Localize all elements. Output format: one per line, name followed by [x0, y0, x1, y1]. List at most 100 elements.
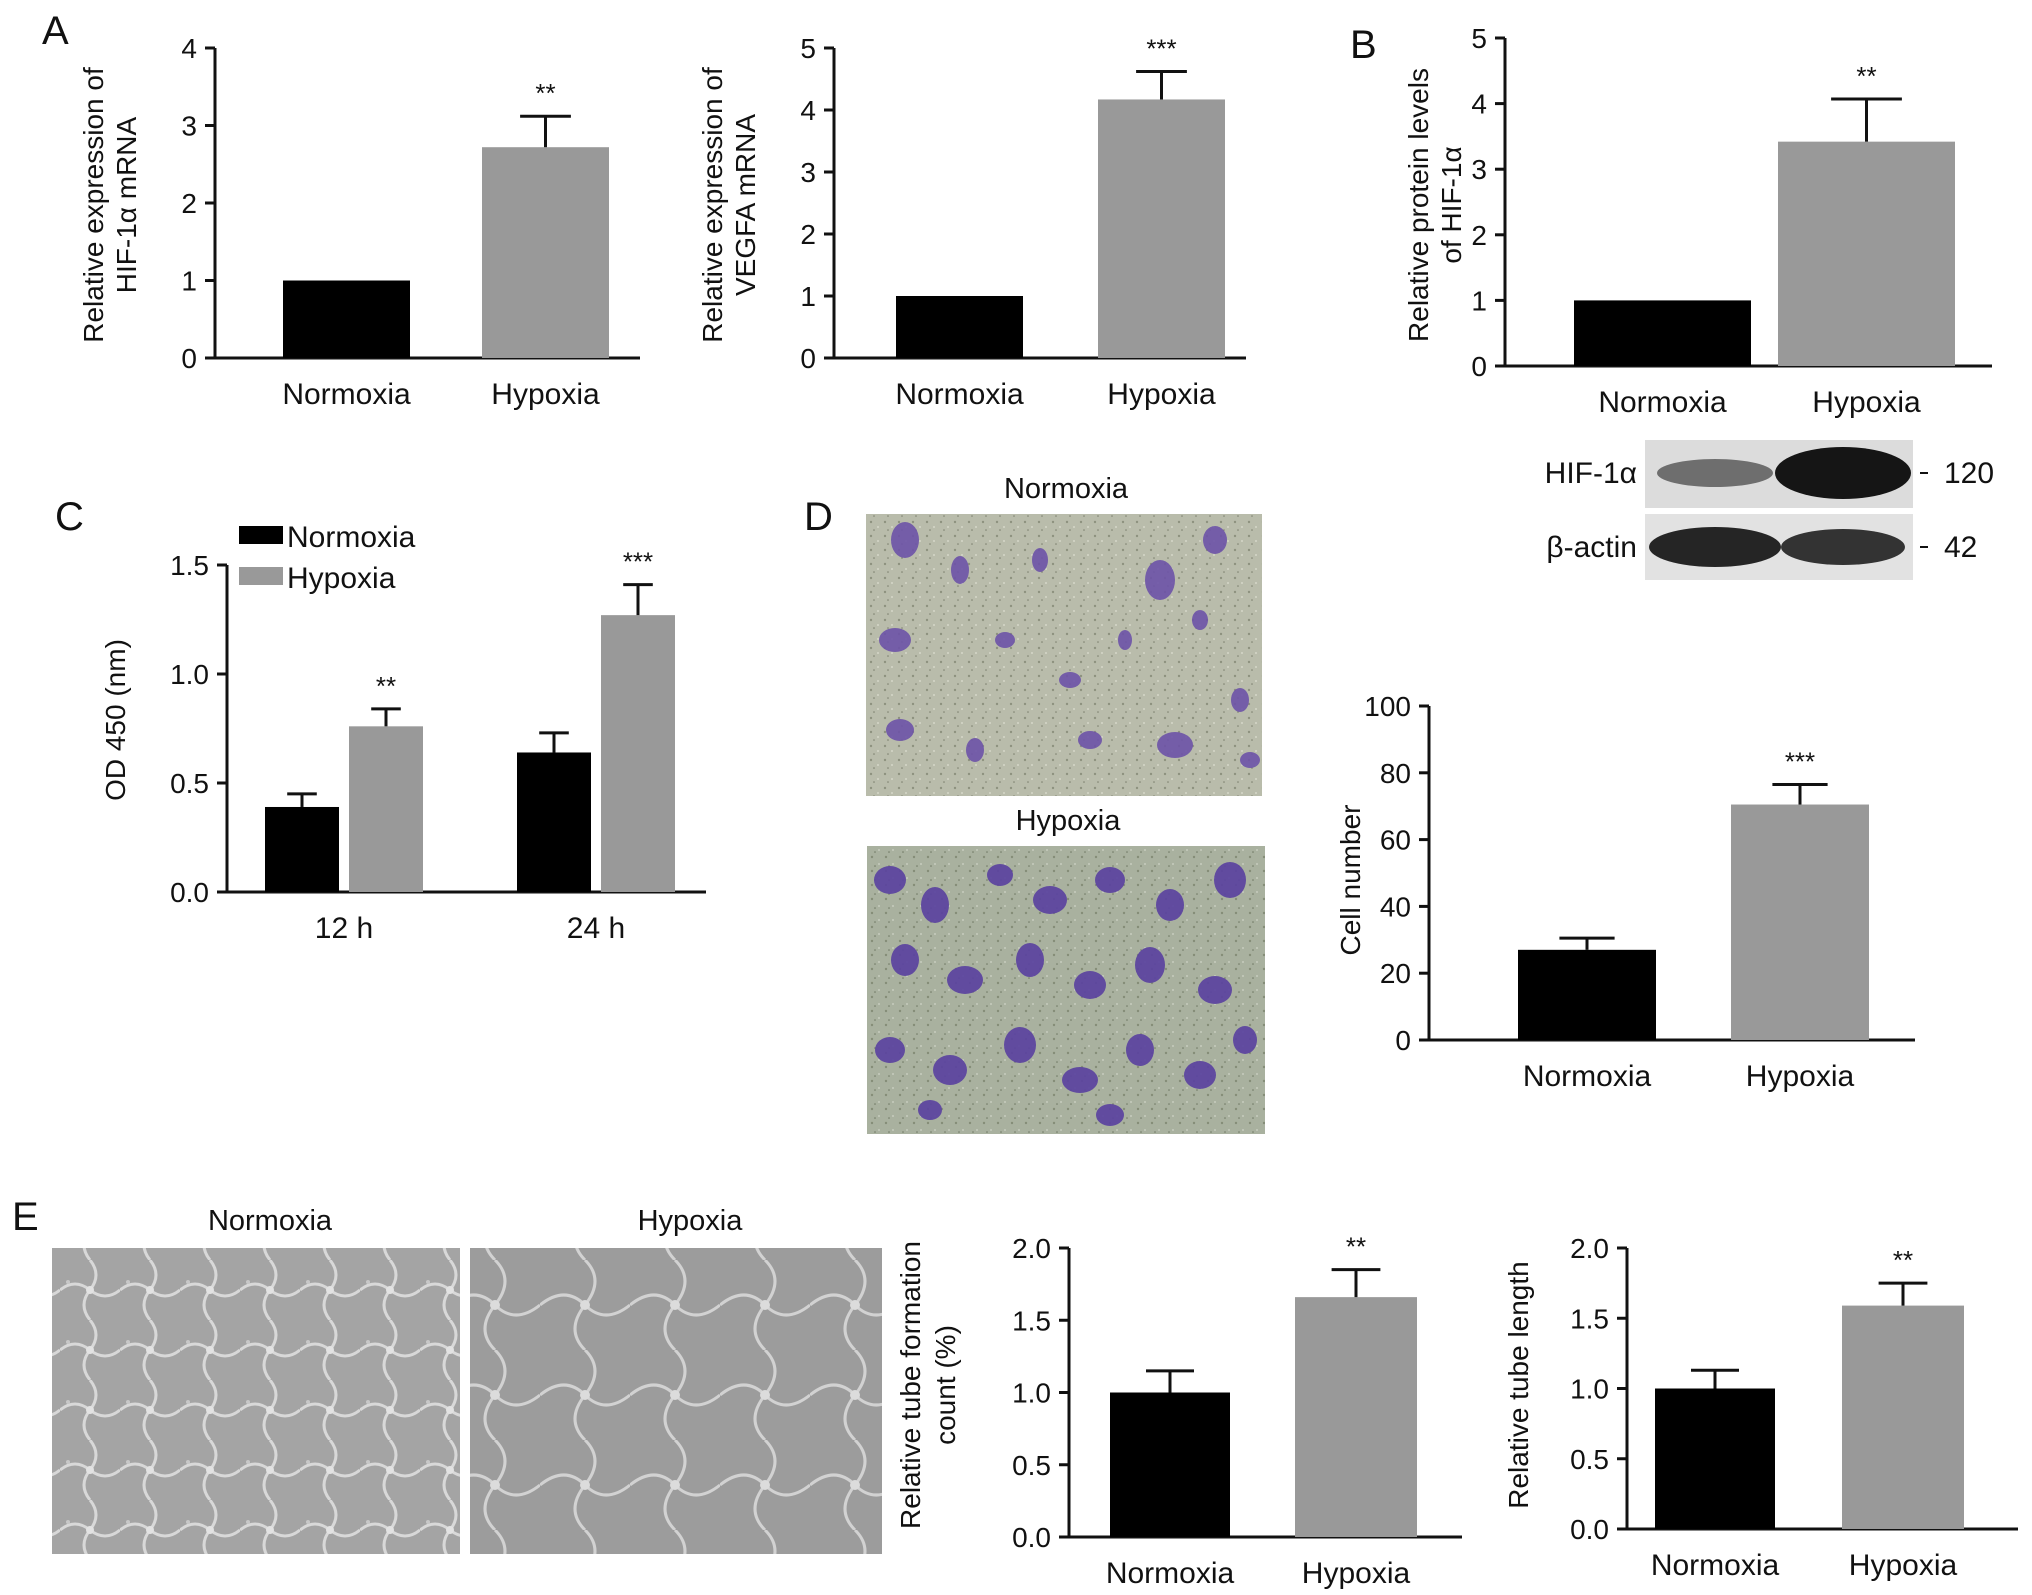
chart-a1-hypoxia-significance: **	[535, 78, 555, 108]
chart-b-hypoxia-significance: **	[1856, 61, 1876, 91]
chart-a2-hypoxia-significance: ***	[1146, 34, 1176, 64]
micrograph-d-bottom-title: Hypoxia	[1016, 805, 1122, 837]
blot-marker-42: 42	[1944, 531, 1977, 564]
chart-a2-ytick-label: 1	[800, 281, 816, 312]
chart-c-normoxia-0-bar	[265, 806, 339, 892]
chart-c-legend-label: Hypoxia	[287, 562, 396, 595]
chart-c-category-label: 12 h	[315, 912, 373, 945]
chart-b-ytick-label: 4	[1471, 89, 1487, 120]
chart-a1-ytick-label: 0	[181, 343, 197, 374]
panel-letter-c: C	[55, 495, 84, 539]
chart-e1-ytick-label: 0.0	[1012, 1522, 1051, 1553]
micrograph-d-top-title: Normoxia	[1004, 473, 1129, 505]
chart-a1-ytick-label: 4	[181, 33, 197, 64]
chart-d-ytick-label: 100	[1364, 691, 1411, 722]
chart-b-ytick-label: 5	[1471, 23, 1487, 54]
chart-c-ylabel: OD 450 (nm)	[100, 639, 131, 801]
chart-d-ytick-label: 20	[1380, 958, 1411, 989]
chart-c-legend-label: Normoxia	[287, 521, 416, 554]
chart-c: 0.0 0.5 1.0 1.5 OD 450 (nm) ** 12 h *** 24 h Norm…	[100, 521, 706, 945]
chart-c-ytick-label: 0.0	[170, 877, 209, 908]
chart-d-ytick-label: 60	[1380, 825, 1411, 856]
chart-e1-ytick-label: 1.0	[1012, 1378, 1051, 1409]
blot-band-hif-hypoxia	[1775, 447, 1911, 499]
chart-d-ytick-label: 80	[1380, 758, 1411, 789]
chart-e1-normoxia-bar	[1110, 1392, 1230, 1537]
chart-a2-ytick-label: 0	[800, 343, 816, 374]
chart-d-ytick-label: 40	[1380, 891, 1411, 922]
micrograph-e-normoxia	[52, 1248, 460, 1554]
blot-band-actin-normoxia	[1649, 527, 1781, 567]
blot-label-actin: β-actin	[1546, 531, 1637, 564]
chart-b-normoxia-bar	[1574, 300, 1751, 366]
chart-e2-ytick-label: 1.5	[1570, 1303, 1609, 1334]
chart-a2-category-label: Hypoxia	[1107, 378, 1216, 411]
blot-band-hif-normoxia	[1657, 459, 1773, 487]
micrograph-e-right-title: Hypoxia	[638, 1205, 744, 1237]
chart-e2-ytick-label: 0.5	[1570, 1444, 1609, 1475]
chart-e2-ytick-label: 2.0	[1570, 1233, 1609, 1264]
chart-a2-normoxia-bar	[896, 296, 1023, 358]
chart-b-ytick-label: 0	[1471, 351, 1487, 382]
chart-e2-ytick-label: 0.0	[1570, 1514, 1609, 1545]
chart-b-ytick-label: 3	[1471, 154, 1487, 185]
chart-b: 0 1 2 3 4 5 Relative protein levels of HIF-1α No…	[1403, 23, 1992, 419]
chart-a1-ylabel: HIF-1α mRNA	[111, 116, 142, 293]
panel-letter-e: E	[12, 1195, 39, 1239]
blot-band-actin-hypoxia	[1781, 529, 1905, 565]
chart-e1-ylabel: Relative tube formation	[895, 1241, 926, 1529]
chart-a1-hypoxia-bar	[482, 147, 609, 358]
chart-b-hypoxia-bar	[1778, 141, 1955, 366]
chart-d-category-label: Normoxia	[1523, 1060, 1652, 1093]
chart-a1-category-label: Hypoxia	[491, 378, 600, 411]
chart-a1-ylabel: Relative expression of	[78, 67, 109, 343]
chart-e1-hypoxia-bar	[1295, 1297, 1417, 1537]
chart-c-legend-swatch	[239, 567, 283, 585]
chart-a1-normoxia-bar	[283, 280, 410, 358]
chart-e1-category-label: Normoxia	[1106, 1557, 1235, 1590]
chart-a2-ytick-label: 2	[800, 219, 816, 250]
blot-marker-120: 120	[1944, 457, 1994, 490]
chart-e2-category-label: Normoxia	[1651, 1549, 1780, 1582]
chart-d-hypoxia-bar	[1731, 804, 1869, 1040]
chart-d-hypoxia-significance: ***	[1785, 746, 1815, 776]
chart-e1: 0.0 0.5 1.0 1.5 2.0 Relative tube formation co…	[895, 1232, 1462, 1590]
chart-b-ylabel: of HIF-1α	[1436, 146, 1467, 263]
chart-c-hypoxia-1-significance: ***	[623, 547, 653, 577]
chart-e1-ylabel: count (%)	[930, 1325, 961, 1445]
chart-a1-ytick-label: 3	[181, 111, 197, 142]
panel-letter-b: B	[1350, 23, 1377, 67]
chart-c-ytick-label: 1.0	[170, 659, 209, 690]
chart-b-ytick-label: 1	[1471, 285, 1487, 316]
panel-letter-a: A	[42, 9, 69, 53]
chart-a1-ytick-label: 2	[181, 188, 197, 219]
chart-c-ytick-label: 0.5	[170, 768, 209, 799]
micrograph-d-hypoxia	[867, 846, 1265, 1134]
blot-label-hif: HIF-1α	[1545, 457, 1637, 490]
chart-a2-ytick-label: 3	[800, 157, 816, 188]
chart-d-category-label: Hypoxia	[1746, 1060, 1855, 1093]
chart-a1: 0 1 2 3 4 Relative expression of HIF-1α mRNA No…	[78, 33, 640, 411]
chart-e2: 0.0 0.5 1.0 1.5 2.0 Relative tube length Normo…	[1503, 1233, 2018, 1582]
panel-letter-d: D	[804, 495, 833, 539]
chart-a1-category-label: Normoxia	[282, 378, 411, 411]
chart-e2-ytick-label: 1.0	[1570, 1374, 1609, 1405]
chart-d-ylabel: Cell number	[1335, 805, 1366, 956]
chart-c-category-label: 24 h	[567, 912, 625, 945]
chart-e1-ytick-label: 2.0	[1012, 1233, 1051, 1264]
chart-e1-category-label: Hypoxia	[1302, 1557, 1411, 1590]
micrograph-d-normoxia	[866, 514, 1262, 796]
chart-d: 0 20 40 60 80 100 Cell number Normoxia *** Hypoxi…	[1335, 691, 1915, 1093]
chart-c-hypoxia-0-significance: **	[376, 671, 396, 701]
chart-d-ytick-label: 0	[1395, 1025, 1411, 1056]
chart-e2-hypoxia-bar	[1842, 1305, 1964, 1529]
chart-b-category-label: Hypoxia	[1812, 386, 1921, 419]
chart-a2: 0 1 2 3 4 5 Relative expression of VEGFA mRNA No…	[697, 33, 1246, 411]
chart-e2-normoxia-bar	[1655, 1388, 1775, 1529]
chart-d-normoxia-bar	[1518, 949, 1656, 1040]
chart-a1-ytick-label: 1	[181, 266, 197, 297]
chart-e2-category-label: Hypoxia	[1849, 1549, 1958, 1582]
chart-e2-ylabel: Relative tube length	[1503, 1261, 1534, 1509]
chart-a2-ylabel: VEGFA mRNA	[730, 114, 761, 296]
